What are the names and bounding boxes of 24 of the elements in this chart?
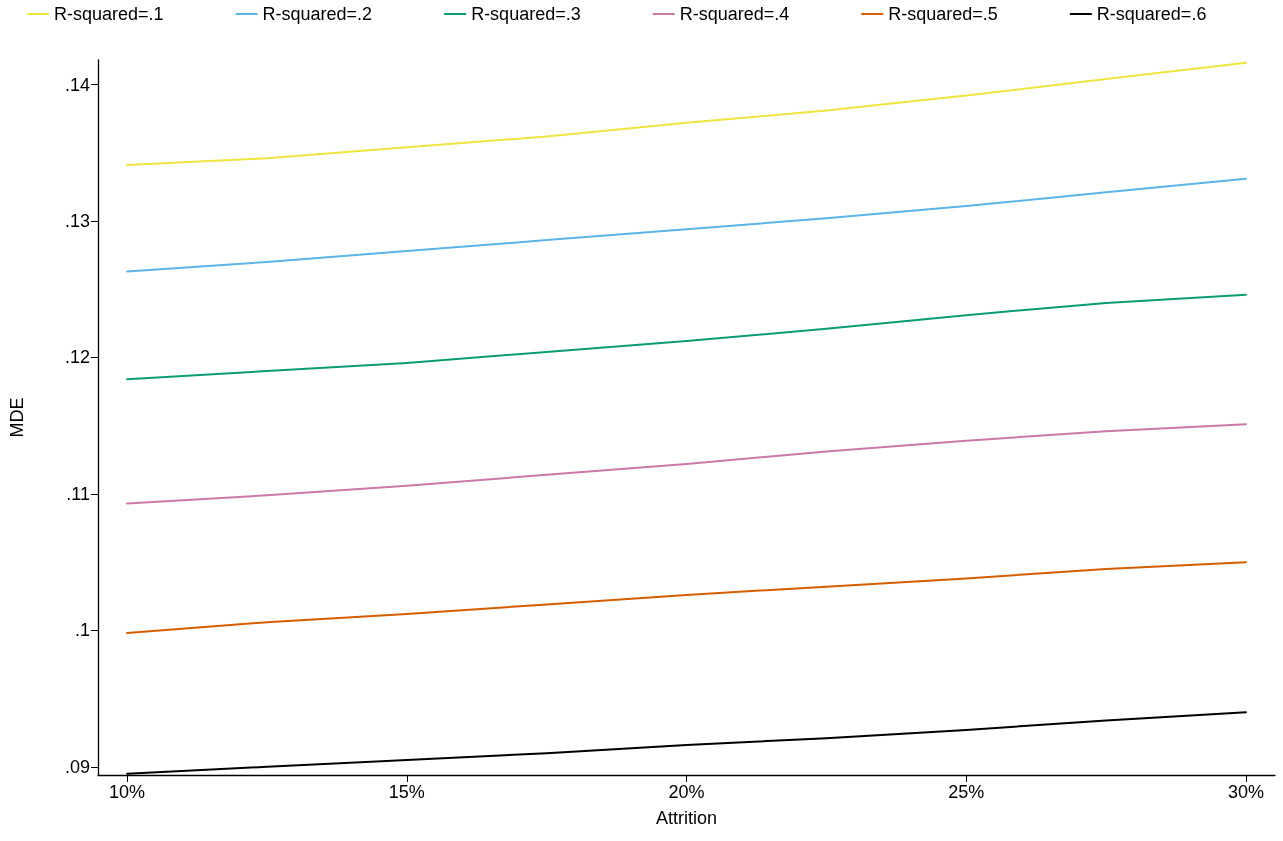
y-tick-label: .12 xyxy=(64,347,90,368)
line-series xyxy=(126,561,1247,635)
y-tick-label: .13 xyxy=(64,211,90,232)
line-series xyxy=(126,423,1247,505)
x-tick-label: 20% xyxy=(668,782,705,802)
y-tick-label: .14 xyxy=(64,74,90,95)
x-tick-label: 30% xyxy=(1227,782,1264,802)
y-axis-title: MDE xyxy=(7,397,27,438)
legend-label: R-squared=.4 xyxy=(679,4,790,24)
x-axis-title: Attrition xyxy=(655,808,718,828)
x-tick-label: 15% xyxy=(388,782,425,802)
legend-label: R-squared=.3 xyxy=(471,4,581,24)
x-tick-label: 10% xyxy=(109,782,146,802)
line-series xyxy=(126,177,1247,273)
y-tick-label: .1 xyxy=(74,620,90,641)
legend-label: R-squared=.6 xyxy=(1096,4,1207,24)
line-series xyxy=(126,61,1247,167)
y-tick-label: .11 xyxy=(66,483,90,504)
legend-label: R-squared=.5 xyxy=(888,4,998,24)
legend-label: R-squared=.1 xyxy=(54,4,164,24)
legend-label: R-squared=.2 xyxy=(262,4,373,24)
x-tick-label: 25% xyxy=(948,782,985,802)
line-series xyxy=(126,293,1247,381)
y-tick-label: .09 xyxy=(64,756,90,777)
